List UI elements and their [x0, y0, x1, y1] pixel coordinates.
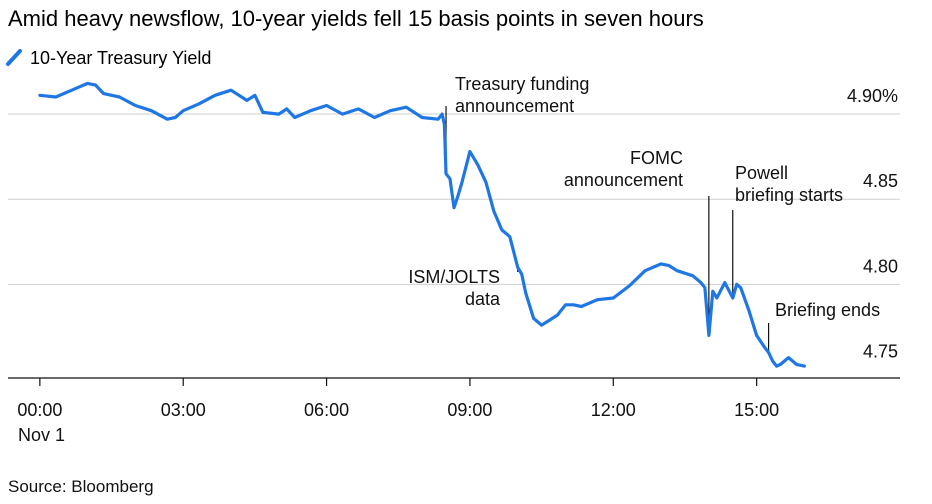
x-tick-label: 09:00	[447, 400, 492, 420]
x-axis-ticks: 00:00 03:00 06:00 09:00 12:00 15:00	[17, 378, 779, 420]
series-line-10-year-yield	[38, 81, 806, 368]
x-tick-label: 06:00	[304, 400, 349, 420]
chart-title: Amid heavy newsflow, 10-year yields fell…	[8, 6, 704, 31]
y-tick-label: 4.90%	[847, 86, 898, 106]
legend-swatch	[6, 49, 22, 66]
legend: 10-Year Treasury Yield	[6, 48, 211, 68]
x-tick-label: 03:00	[161, 400, 206, 420]
annotation-label: Powell briefing starts	[735, 163, 843, 205]
annotation-label: FOMC announcement	[564, 148, 683, 190]
legend-label: 10-Year Treasury Yield	[30, 48, 211, 68]
annotation-label: Treasury funding announcement	[455, 74, 589, 116]
y-tick-label: 4.80	[863, 256, 898, 276]
source-note: Source: Bloomberg	[8, 477, 154, 496]
x-tick-label: 00:00	[17, 400, 62, 420]
annotations: Treasury funding announcement ISM/JOLTS dat…	[408, 74, 880, 353]
x-axis-sublabel: Nov 1	[18, 425, 65, 445]
annotation-label: Briefing ends	[775, 300, 880, 320]
y-tick-label: 4.75	[863, 341, 898, 361]
y-tick-label: 4.85	[863, 171, 898, 191]
y-axis-ticks: 4.90% 4.85 4.80 4.75	[847, 86, 898, 361]
annotation-label: ISM/JOLTS data	[408, 267, 501, 309]
x-tick-label: 15:00	[734, 400, 779, 420]
x-tick-label: 12:00	[591, 400, 636, 420]
